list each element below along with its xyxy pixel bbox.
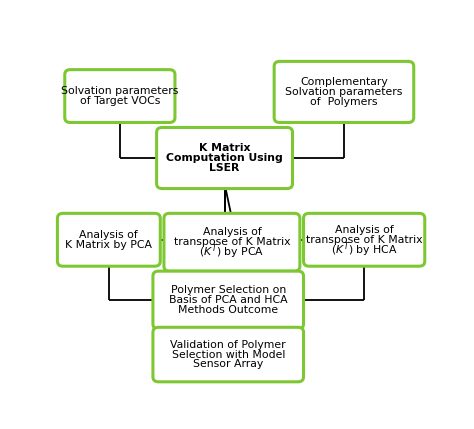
Text: K Matrix: K Matrix xyxy=(199,143,250,153)
Text: Polymer Selection on: Polymer Selection on xyxy=(171,285,286,295)
FancyBboxPatch shape xyxy=(153,327,303,382)
Polygon shape xyxy=(155,237,159,242)
FancyBboxPatch shape xyxy=(65,69,175,123)
Polygon shape xyxy=(287,155,292,161)
Text: of Target VOCs: of Target VOCs xyxy=(80,96,160,106)
Polygon shape xyxy=(225,272,231,276)
Text: Sensor Array: Sensor Array xyxy=(193,360,264,369)
Text: K Matrix by PCA: K Matrix by PCA xyxy=(65,240,152,250)
Text: Basis of PCA and HCA: Basis of PCA and HCA xyxy=(169,295,288,305)
FancyBboxPatch shape xyxy=(164,213,300,271)
Text: Complementary: Complementary xyxy=(300,77,388,87)
FancyBboxPatch shape xyxy=(274,61,414,123)
Text: Analysis of: Analysis of xyxy=(80,230,138,240)
Polygon shape xyxy=(225,328,231,332)
Text: transpose of K Matrix: transpose of K Matrix xyxy=(306,235,422,245)
Text: transpose of K Matrix: transpose of K Matrix xyxy=(173,237,290,247)
Text: ($K^T$) by HCA: ($K^T$) by HCA xyxy=(331,240,398,259)
Text: Selection with Model: Selection with Model xyxy=(172,350,285,360)
FancyBboxPatch shape xyxy=(153,271,303,329)
Text: Analysis of: Analysis of xyxy=(335,225,393,235)
FancyBboxPatch shape xyxy=(156,127,292,189)
Text: Analysis of: Analysis of xyxy=(202,227,261,237)
FancyBboxPatch shape xyxy=(57,213,160,266)
Polygon shape xyxy=(229,214,235,218)
Text: Solvation parameters: Solvation parameters xyxy=(61,86,179,96)
Text: Methods Outcome: Methods Outcome xyxy=(178,305,278,315)
FancyBboxPatch shape xyxy=(303,213,425,266)
Text: LSER: LSER xyxy=(210,163,240,173)
Polygon shape xyxy=(298,297,302,303)
Text: ($K^T$) by PCA: ($K^T$) by PCA xyxy=(200,243,264,261)
Polygon shape xyxy=(154,297,158,303)
Text: Solvation parameters: Solvation parameters xyxy=(285,87,402,97)
Text: Validation of Polymer: Validation of Polymer xyxy=(171,340,286,350)
Text: Computation Using: Computation Using xyxy=(166,153,283,163)
Text: of  Polymers: of Polymers xyxy=(310,97,378,107)
Polygon shape xyxy=(158,155,162,161)
Polygon shape xyxy=(305,237,309,242)
